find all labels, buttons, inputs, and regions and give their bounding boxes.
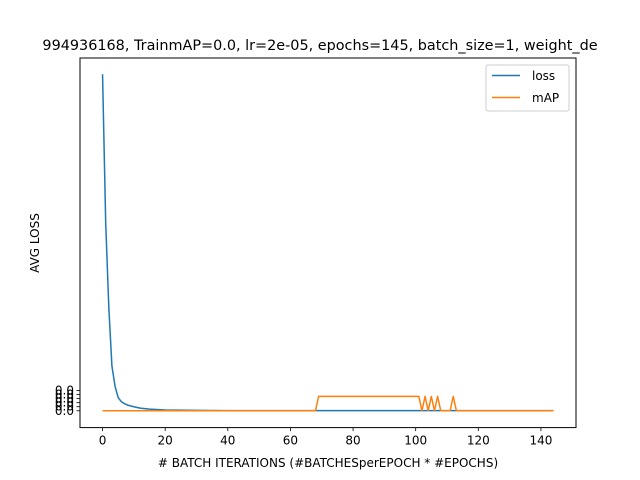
x-tick-label: 120 [467, 434, 490, 448]
y-axis-label: AVG LOSS [28, 213, 42, 273]
legend: loss mAP [485, 64, 570, 112]
x-tick-label: 40 [220, 434, 235, 448]
legend-label-map: mAP [532, 91, 559, 105]
y-tick-label: 0.0 [55, 392, 74, 406]
x-axis-ticks: 0 20 40 60 80 100 120 140 [99, 427, 552, 448]
series-line-loss [101, 74, 554, 412]
x-tick-label: 100 [404, 434, 427, 448]
x-tick-label: 0 [99, 434, 107, 448]
axes-frame [79, 57, 577, 429]
legend-box [485, 64, 570, 112]
y-tick-label: 0.0 [55, 400, 74, 414]
y-tick-label: 0.0 [55, 396, 74, 410]
y-axis-ticks: 0.00.00.00.00.00.0 [55, 383, 80, 418]
plot-lines [101, 74, 554, 412]
y-tick-label: 0.0 [55, 383, 74, 397]
legend-label-loss: loss [532, 69, 555, 83]
x-tick-label: 60 [283, 434, 298, 448]
x-tick-label: 140 [529, 434, 552, 448]
chart-title: 994936168, TrainmAP=0.0, lr=2e-05, epoch… [42, 38, 597, 54]
x-axis-label: # BATCH ITERATIONS (#BATCHESperEPOCH * #… [158, 456, 498, 470]
x-tick-label: 80 [345, 434, 360, 448]
series-line-map [102, 395, 554, 412]
y-tick-label: 0.0 [55, 404, 74, 418]
x-tick-label: 20 [158, 434, 173, 448]
y-tick-label: 0.0 [55, 388, 74, 402]
